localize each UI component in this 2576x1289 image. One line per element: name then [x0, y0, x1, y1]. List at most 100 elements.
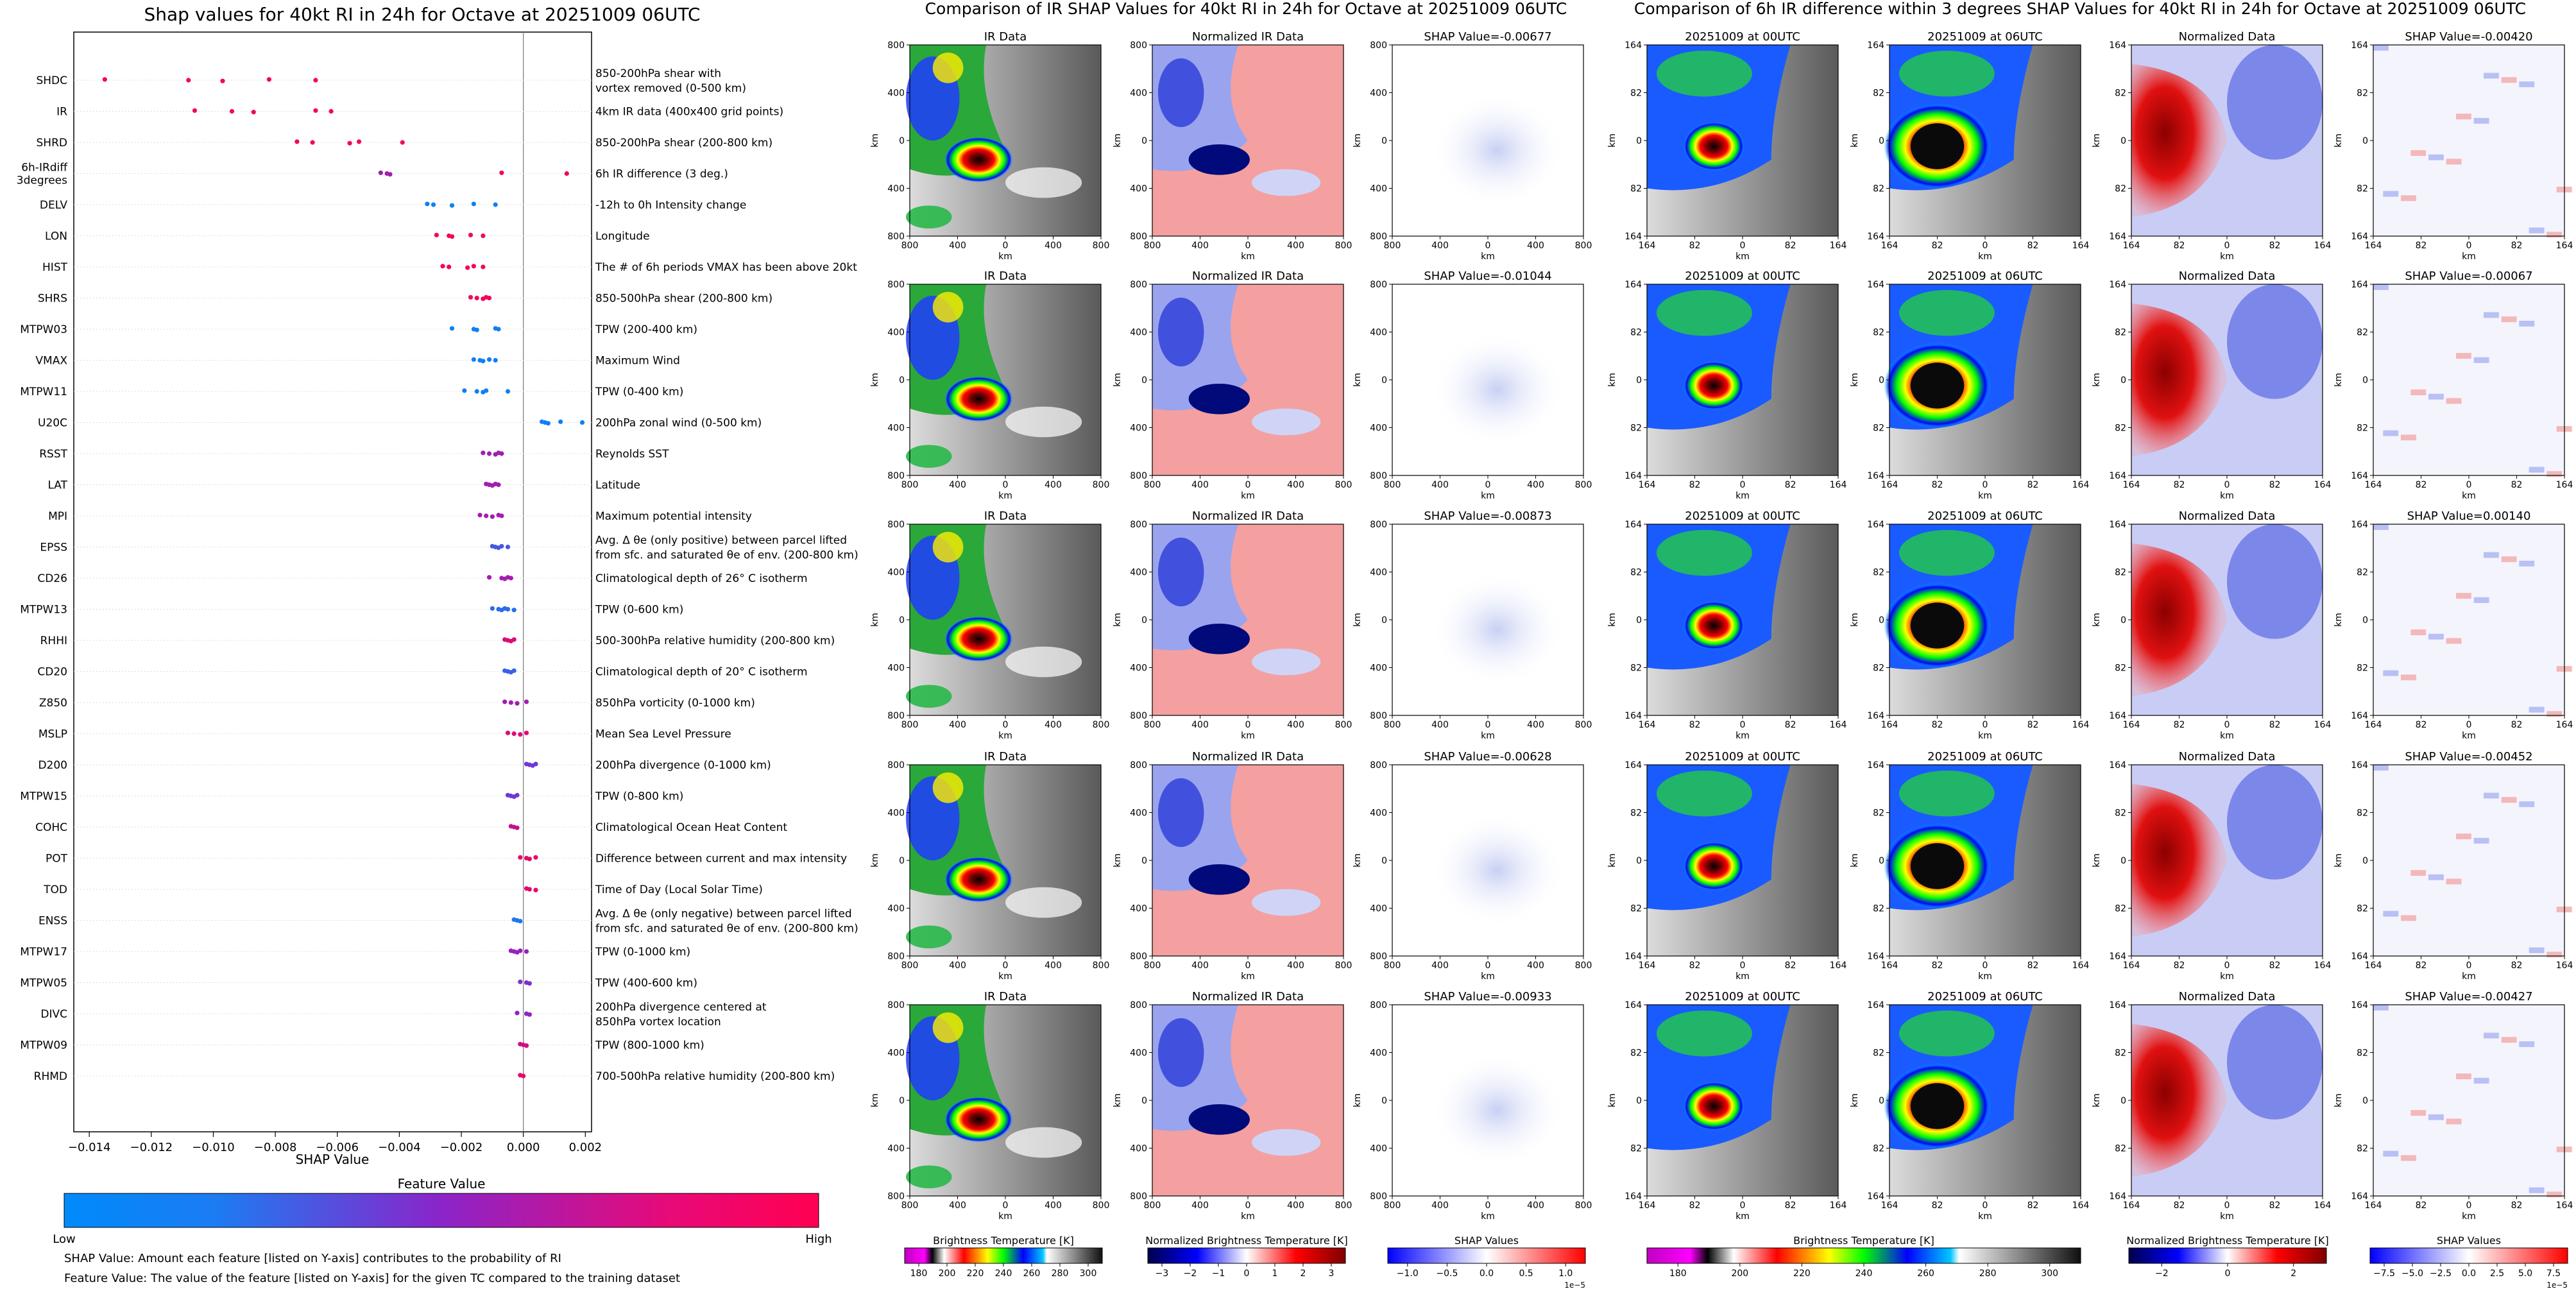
x-tick-label: 800 — [1384, 720, 1401, 730]
shap-background — [2373, 45, 2564, 236]
shap-speckle — [2519, 801, 2535, 807]
x-axis-label: km — [998, 252, 1012, 262]
subplot-title: SHAP Value=-0.00067 — [2405, 269, 2532, 283]
shap-point — [449, 203, 455, 208]
y-tick-label: 0 — [1879, 856, 1884, 866]
x-axis-label: km — [2220, 1211, 2234, 1222]
colorbar — [1147, 1247, 1346, 1264]
x-tick-label: 0 — [1740, 480, 1746, 490]
y-tick-label: 82 — [2357, 423, 2368, 434]
x-tick-label: 400 — [1045, 241, 1062, 251]
colorbar — [904, 1247, 1103, 1264]
x-tick-label: 164 — [2556, 480, 2573, 490]
x-tick-label: 164 — [2123, 1200, 2140, 1211]
x-tick-label: 400 — [1287, 960, 1304, 971]
y-tick-label: 0 — [1381, 136, 1387, 146]
feature-row-guides — [74, 80, 592, 1077]
y-axis-label: km — [1352, 373, 1363, 387]
shap-point — [220, 78, 225, 83]
shap-point — [515, 701, 520, 706]
y-axis-label: km — [1352, 133, 1363, 148]
colorbar-tick-label: 2.5 — [2490, 1268, 2504, 1279]
shap-speckle — [2519, 320, 2535, 327]
shap-background — [2373, 765, 2564, 956]
x-tick-label: 82 — [2511, 241, 2523, 251]
shap-point — [486, 575, 492, 580]
feature-description: TPW (800-1000 km) — [595, 1039, 704, 1052]
x-tick-label: 164 — [2072, 720, 2090, 730]
storm-core — [944, 1097, 1013, 1143]
x-tick-label: 82 — [1689, 480, 1701, 490]
x-tick-label: 164 — [1881, 241, 1898, 251]
y-axis-label: km — [1352, 1093, 1363, 1107]
y-tick-label: 164 — [1625, 520, 1642, 530]
x-tick-label: 800 — [1144, 960, 1161, 971]
colorbar-label: Normalized Brightness Temperature [K] — [2126, 1234, 2329, 1247]
feature-colorbar — [64, 1193, 819, 1228]
x-tick-label: 0 — [1003, 1200, 1009, 1211]
y-tick-label: 164 — [2109, 952, 2126, 962]
shap-signal — [1430, 812, 1565, 928]
colorbar-tick-label: 3 — [1329, 1268, 1335, 1279]
feature-label: LAT — [47, 479, 67, 492]
cold-top — [1910, 843, 1965, 889]
x-tick-label: 0 — [1245, 241, 1251, 251]
feature-label: MPI — [48, 510, 67, 523]
shap-background — [2373, 1005, 2564, 1196]
shap-point — [499, 513, 504, 518]
cloud-mass — [932, 772, 964, 803]
warming-region — [2131, 543, 2227, 697]
feature-value-note: Feature Value: The value of the feature … — [64, 1272, 680, 1285]
y-tick-label: 82 — [1873, 808, 1884, 819]
x-tick-label: 164 — [2123, 480, 2140, 490]
shap-point — [486, 451, 492, 456]
y-tick-label: 164 — [2351, 520, 2368, 530]
cloud-shield — [1898, 529, 1995, 576]
y-tick-label: 82 — [2115, 89, 2126, 99]
subplot-title: SHAP Value=-0.00873 — [1424, 509, 1551, 523]
colorbar-tick-label: 240 — [1855, 1268, 1873, 1279]
shap-speckle — [2484, 1032, 2499, 1039]
x-tick-label: 400 — [1045, 720, 1062, 730]
y-tick-label: 164 — [1867, 471, 1884, 481]
shap-point — [518, 855, 523, 860]
x-axis-label: km — [2220, 491, 2234, 501]
x-tick-label: 0 — [1983, 1200, 1988, 1211]
x-axis-label: km — [998, 971, 1012, 982]
x-tick-label: 800 — [1144, 1200, 1161, 1211]
y-tick-label: 82 — [2115, 1048, 2126, 1059]
y-tick-label: 82 — [1630, 904, 1642, 914]
shap-plot-area — [73, 31, 592, 1132]
shap-speckle — [2501, 316, 2517, 323]
colorbar-tick-label: −2 — [1184, 1268, 1197, 1279]
shap-speckle — [2373, 1005, 2389, 1011]
x-tick-label: 82 — [1689, 960, 1701, 971]
feature-label: ENSS — [38, 915, 67, 928]
y-tick-label: 800 — [887, 1000, 905, 1011]
shap-point — [474, 389, 479, 394]
y-tick-label: 400 — [1370, 808, 1387, 819]
x-axis-label: km — [1241, 731, 1255, 741]
storm-core — [944, 137, 1013, 183]
cold-cloud — [1157, 537, 1204, 607]
shap-point — [564, 171, 569, 176]
shap-point — [496, 482, 501, 488]
shap-speckle — [2373, 284, 2389, 290]
x-tick-label: 400 — [1431, 1200, 1449, 1211]
colorbar-tick-label: 300 — [2041, 1268, 2058, 1279]
subplot-title: SHAP Value=-0.00628 — [1424, 750, 1551, 764]
shap-point — [515, 1011, 520, 1016]
x-tick-label: 400 — [1287, 241, 1304, 251]
cold-cloud — [1157, 58, 1204, 128]
shap-point — [527, 1012, 532, 1017]
y-tick-label: 800 — [1370, 40, 1387, 51]
shap-speckle — [2410, 1110, 2427, 1116]
shap-summary-panel: Shap values for 40kt RI in 24h for Octav… — [17, 4, 858, 1285]
storm-core — [1683, 601, 1744, 651]
y-tick-label: 400 — [1370, 1144, 1387, 1154]
shap-speckle — [2373, 524, 2389, 530]
y-tick-label: 82 — [1873, 1144, 1884, 1154]
subplot-title: Normalized IR Data — [1192, 750, 1304, 764]
